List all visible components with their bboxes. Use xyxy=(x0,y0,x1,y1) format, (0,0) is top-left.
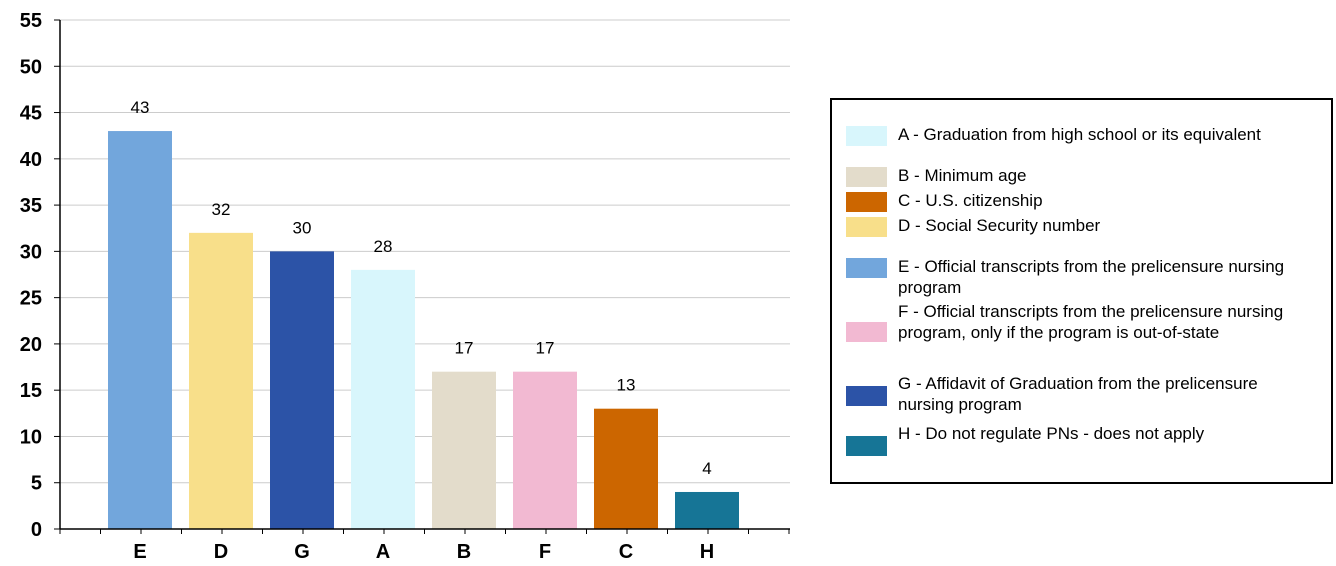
x-tick-label-d: D xyxy=(214,541,228,563)
bar-c xyxy=(594,408,658,529)
bar-chart: 43 32 30 28 17 17 13 4 0 5 10 15 20 25 30 35 40 45 50 55 E… xyxy=(20,10,790,563)
value-label-f: 17 xyxy=(536,339,555,358)
value-label-c: 13 xyxy=(617,376,636,395)
legend-label-b: B - Minimum age xyxy=(898,166,1027,185)
legend-swatch-g xyxy=(846,386,887,406)
bar-h xyxy=(675,491,739,529)
value-label-a: 28 xyxy=(374,237,393,256)
y-tick-label: 10 xyxy=(20,426,42,448)
legend-swatch-e xyxy=(846,258,887,278)
legend-label-h: H - Do not regulate PNs - does not apply xyxy=(898,424,1205,443)
y-tick-label: 50 xyxy=(20,56,42,78)
legend-swatch-a xyxy=(846,126,887,146)
value-label-h: 4 xyxy=(702,459,711,478)
value-label-g: 30 xyxy=(293,218,312,237)
x-tick-label-f: F xyxy=(539,541,551,563)
bar-b xyxy=(432,371,496,529)
x-tick-label-e: E xyxy=(133,541,146,563)
gridlines xyxy=(60,19,790,484)
legend-swatch-b xyxy=(846,167,887,187)
x-tick-label-g: G xyxy=(294,541,310,563)
x-tick-label-b: B xyxy=(457,541,471,563)
y-tick-label: 35 xyxy=(20,195,42,217)
legend-swatch-h xyxy=(846,436,887,456)
y-tick-label: 45 xyxy=(20,103,42,125)
legend-swatch-c xyxy=(846,192,887,212)
legend-label-a: A - Graduation from high school or its e… xyxy=(898,125,1261,144)
legend-label-e: E - Official transcripts from the prelic… xyxy=(898,257,1285,297)
chart-legend: A - Graduation from high school or its e… xyxy=(830,98,1333,484)
bar-a xyxy=(351,269,415,529)
y-tick-label: 20 xyxy=(20,334,42,356)
bars xyxy=(108,131,739,529)
y-tick-label: 40 xyxy=(20,149,42,171)
value-label-b: 17 xyxy=(455,339,474,358)
bar-e xyxy=(108,131,172,529)
value-label-d: 32 xyxy=(212,200,231,219)
bar-f xyxy=(513,371,577,529)
y-tick-label: 55 xyxy=(20,10,42,32)
value-labels: 43 32 30 28 17 17 13 4 xyxy=(131,98,712,478)
bar-d xyxy=(189,232,253,529)
bar-g xyxy=(270,251,334,529)
legend-label-g: G - Affidavit of Graduation from the pre… xyxy=(898,374,1258,414)
x-tick-label-a: A xyxy=(376,541,390,563)
legend-swatch-d xyxy=(846,217,887,237)
legend-label-c: C - U.S. citizenship xyxy=(898,191,1043,210)
x-tick-label-c: C xyxy=(619,541,633,563)
y-tick-label: 15 xyxy=(20,380,42,402)
y-tick-label: 25 xyxy=(20,288,42,310)
y-tick-label: 30 xyxy=(20,241,42,263)
legend-label-d: D - Social Security number xyxy=(898,216,1101,235)
legend-swatch-f xyxy=(846,322,887,342)
x-tick-label-h: H xyxy=(700,541,714,563)
y-tick-label: 5 xyxy=(31,473,42,495)
y-tick-label: 0 xyxy=(31,519,42,541)
value-label-e: 43 xyxy=(131,98,150,117)
legend-label-f: F - Official transcripts from the prelic… xyxy=(898,302,1284,342)
y-axis-ticks: 0 5 10 15 20 25 30 35 40 45 50 55 xyxy=(20,10,60,541)
